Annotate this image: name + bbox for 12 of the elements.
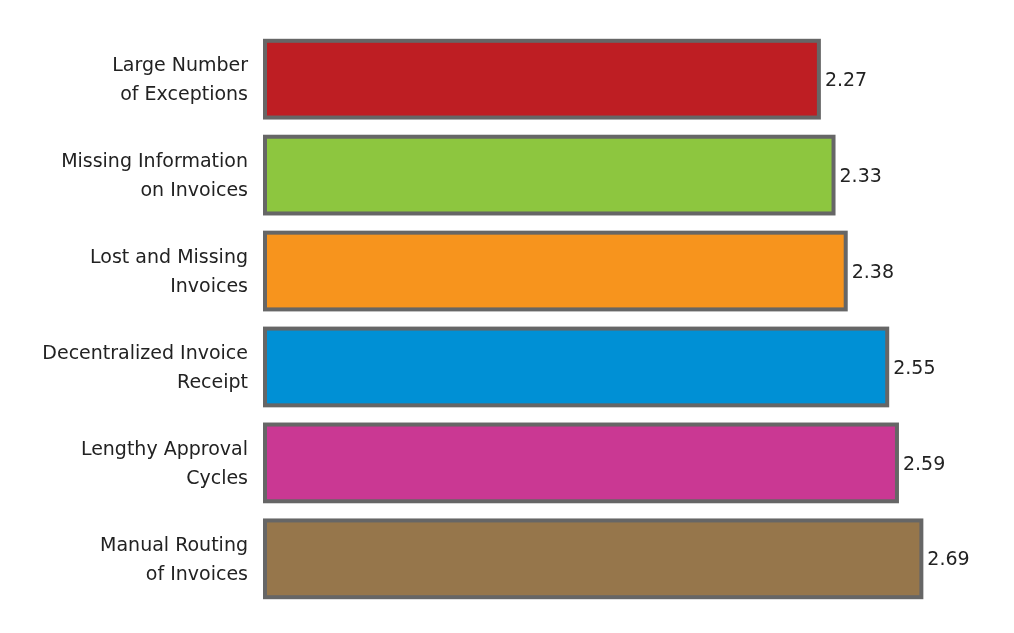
y-tick-label: Lengthy Approval Cycles [80,437,248,489]
data-label: 2.27 [824,67,868,90]
y-tick-label: Lost and Missing Invoices [90,245,248,297]
data-label: 2.55 [893,355,936,378]
y-tick-label: Decentralized Invoice Receipt [42,341,248,393]
data-label: 2.69 [927,547,970,570]
y-tick-label: Manual Routing of Invoices [100,532,248,584]
data-label: 2.38 [851,259,895,282]
data-label: 2.59 [902,451,946,474]
y-tick-label: Large Number of Exceptions [112,53,249,105]
data-label: 2.33 [839,163,882,186]
y-tick-label: Missing Information on Invoices [61,149,248,201]
